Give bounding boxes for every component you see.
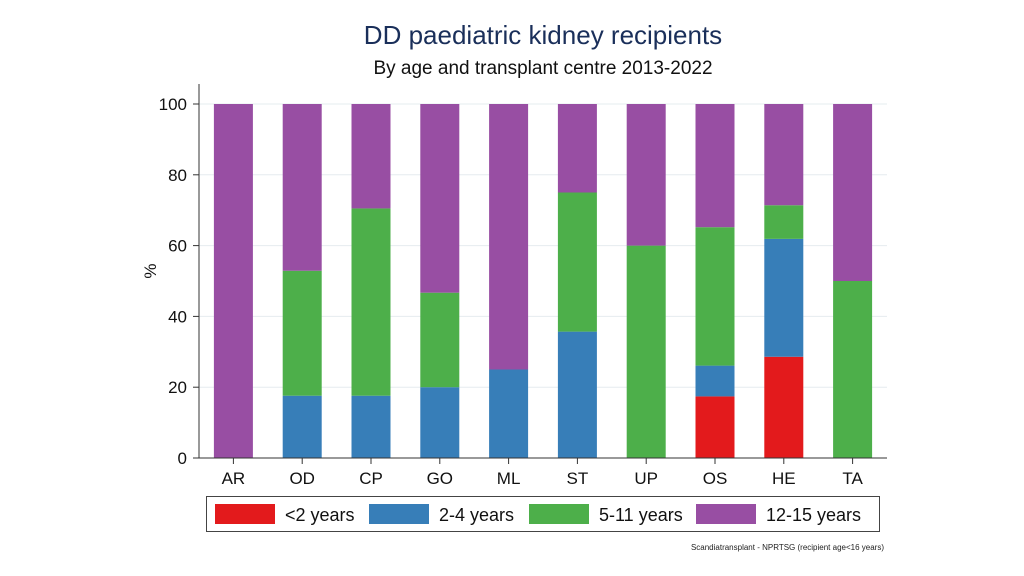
bar-segment-ta-5-11-years <box>833 281 873 458</box>
legend-label: 5-11 years <box>599 505 683 525</box>
x-tick-label: UP <box>634 469 658 488</box>
y-tick-label: 0 <box>178 449 187 468</box>
bar-segment-ml-12-15-years <box>489 104 529 370</box>
bar-segment-he-12-15-years <box>764 104 804 206</box>
legend-swatch <box>215 504 275 524</box>
bar-segment-cp-2-4-years <box>351 395 391 458</box>
bar-segment-ar-12-15-years <box>213 104 253 458</box>
bar-segment-os-2-years <box>695 396 735 458</box>
bar-segment-up-12-15-years <box>626 104 666 246</box>
source-note: Scandiatransplant - NPRTSG (recipient ag… <box>690 543 884 552</box>
legend-label: <2 years <box>285 505 355 525</box>
y-axis-label: % <box>141 263 160 278</box>
legend-label: 12-15 years <box>766 505 862 525</box>
bar-segment-os-2-4-years <box>695 365 735 397</box>
bar-segment-od-2-4-years <box>282 395 322 458</box>
legend-label: 2-4 years <box>439 505 515 525</box>
legend-swatch <box>696 504 756 524</box>
bar-segment-st-12-15-years <box>557 104 597 193</box>
bar-segment-he-2-4-years <box>764 238 804 357</box>
bar-segment-cp-5-11-years <box>351 208 391 396</box>
bar-segment-up-5-11-years <box>626 245 666 458</box>
x-tick-label: CP <box>359 469 383 488</box>
legend-swatch <box>369 504 429 524</box>
x-tick-label: ST <box>567 469 589 488</box>
bar-segment-od-12-15-years <box>282 104 322 271</box>
y-tick-label: 100 <box>159 95 187 114</box>
chart-subtitle: By age and transplant centre 2013-2022 <box>373 58 713 79</box>
x-tick-label: HE <box>772 469 796 488</box>
y-tick-label: 40 <box>168 307 187 326</box>
bar-segment-go-12-15-years <box>420 104 460 293</box>
bar-segment-go-2-4-years <box>420 387 460 458</box>
legend: <2 years 2-4 years 5-11 years 12-15 years <box>206 496 880 532</box>
bar-segment-os-5-11-years <box>695 227 735 366</box>
legend-swatch <box>529 504 589 524</box>
bar-segment-ml-2-4-years <box>489 369 529 458</box>
bar-segment-he-2-years <box>764 356 804 458</box>
bar-segment-ta-12-15-years <box>833 104 873 281</box>
x-tick-label: ML <box>497 469 521 488</box>
bar-segment-go-5-11-years <box>420 292 460 388</box>
bar-segment-st-2-4-years <box>557 331 597 458</box>
chart-title: DD paediatric kidney recipients <box>363 20 723 50</box>
bar-segment-os-12-15-years <box>695 104 735 228</box>
y-tick-label: 60 <box>168 237 187 256</box>
bar-segment-he-5-11-years <box>764 205 804 239</box>
bar-segment-cp-12-15-years <box>351 104 391 209</box>
y-tick-label: 80 <box>168 166 187 185</box>
x-tick-label: OS <box>703 469 728 488</box>
bar-segment-st-5-11-years <box>557 192 597 332</box>
bar-segment-od-5-11-years <box>282 270 322 396</box>
x-tick-label: GO <box>427 469 453 488</box>
y-tick-label: 20 <box>168 378 187 397</box>
x-tick-label: AR <box>222 469 246 488</box>
x-tick-label: TA <box>842 469 863 488</box>
x-tick-label: OD <box>289 469 315 488</box>
